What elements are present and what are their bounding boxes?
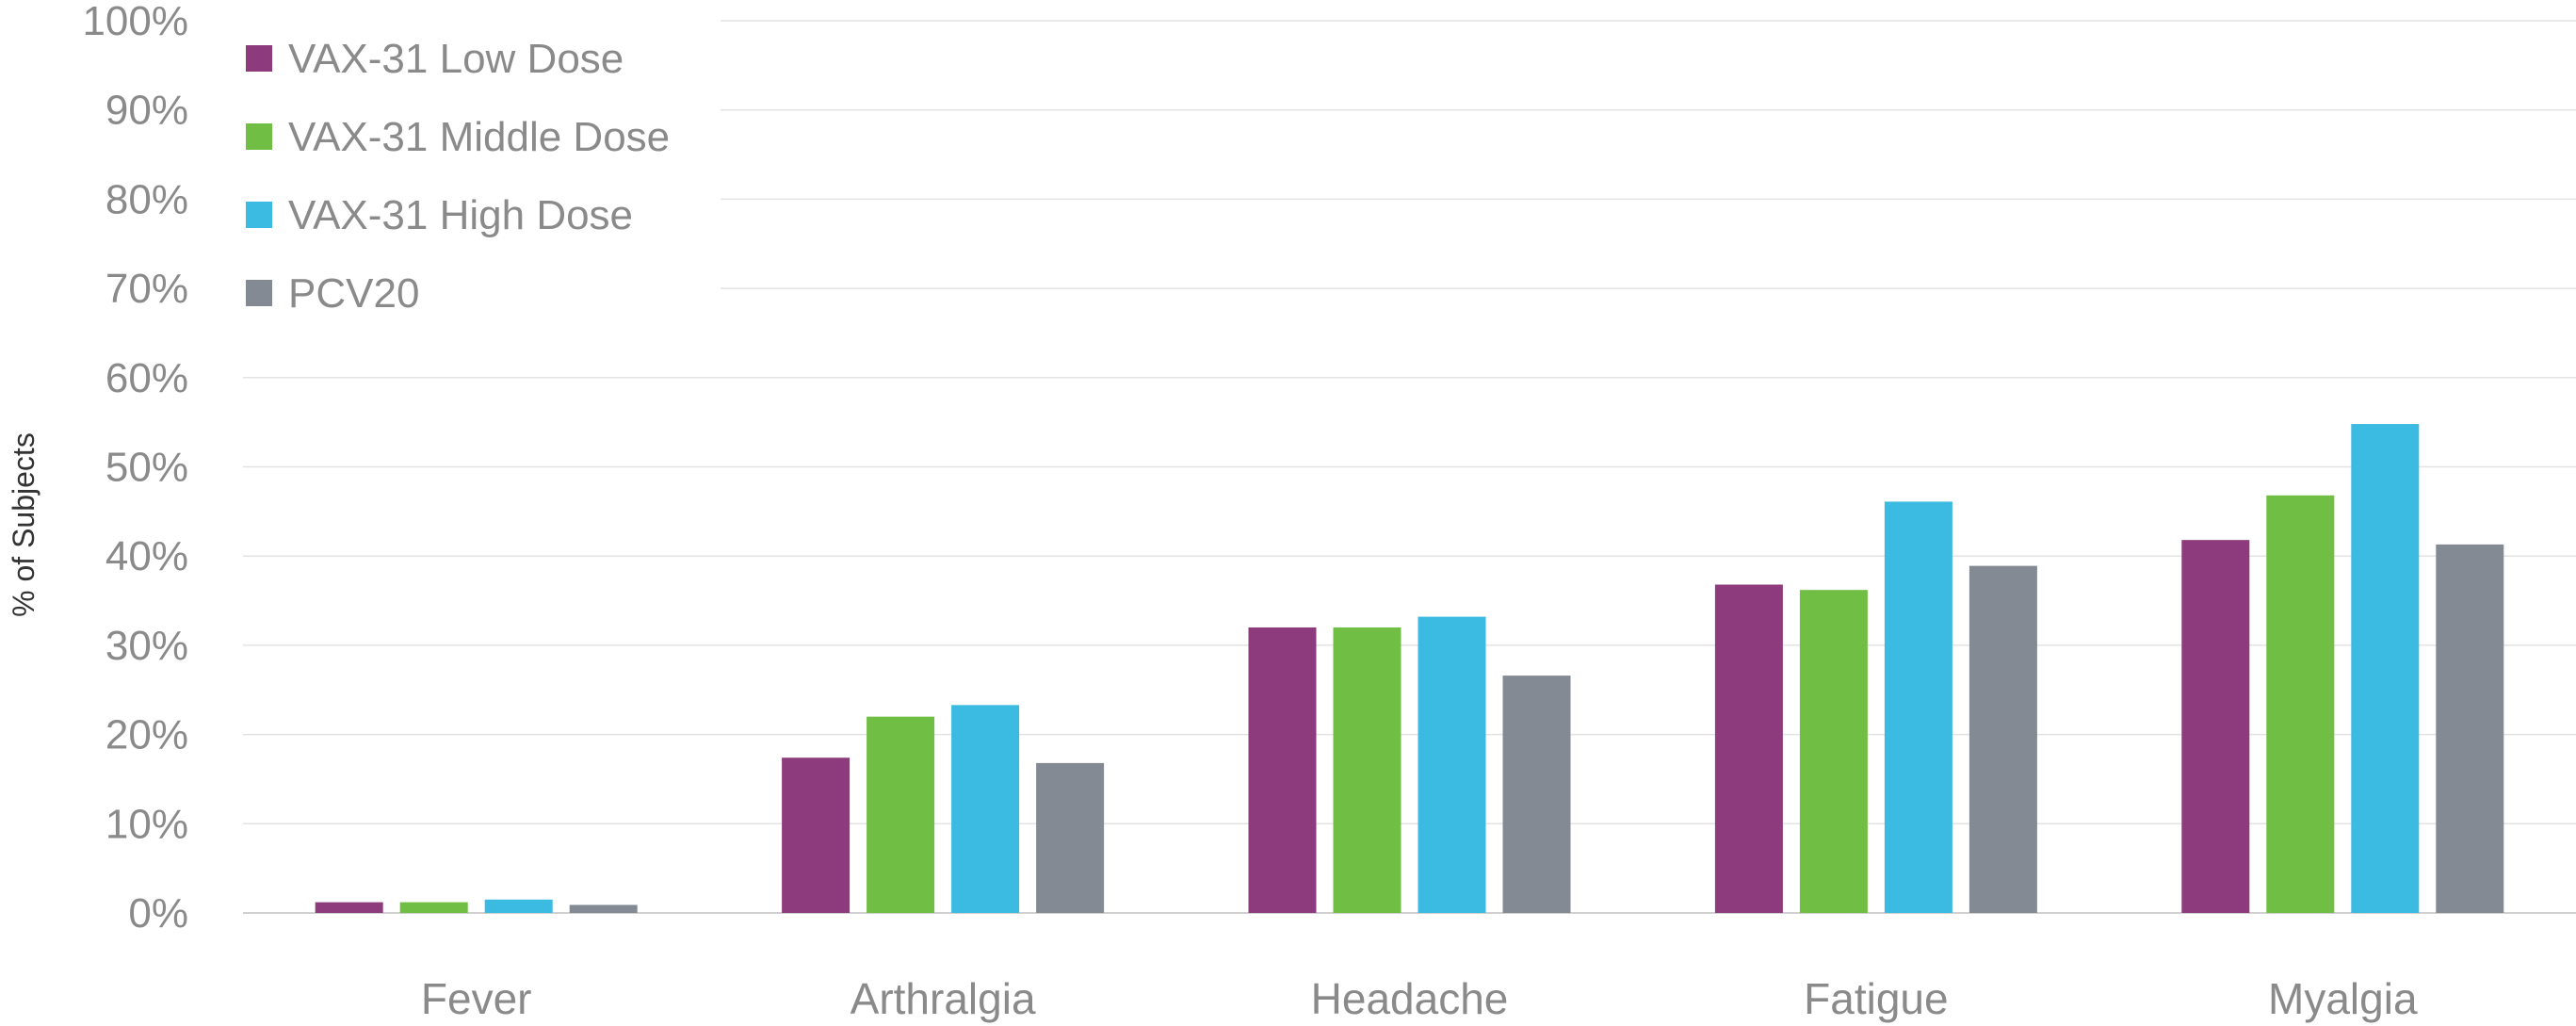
bar: [1333, 627, 1401, 913]
bar: [399, 902, 468, 913]
y-tick-label: 20%: [105, 712, 188, 758]
bar: [867, 716, 935, 913]
y-tick-label: 100%: [82, 0, 188, 44]
bar: [1714, 584, 1783, 913]
y-axis-label: % of Subjects: [7, 432, 41, 617]
bar: [1036, 762, 1105, 913]
bar: [315, 902, 383, 913]
legend-swatch: [246, 280, 272, 306]
x-category-label: Headache: [1311, 974, 1509, 1023]
legend-label: VAX-31 Low Dose: [288, 36, 624, 82]
bar: [1418, 616, 1486, 913]
x-category-label: Fever: [421, 974, 532, 1023]
y-tick-label: 70%: [105, 266, 188, 312]
x-axis-category-labels: Fever Arthralgia Headache Fatigue Myalgia: [421, 974, 2418, 1023]
y-tick-label: 40%: [105, 533, 188, 579]
bar: [1968, 565, 2037, 913]
y-tick-label: 80%: [105, 176, 188, 222]
bar: [2351, 424, 2420, 913]
legend: VAX-31 Low Dose VAX-31 Middle Dose VAX-31 …: [246, 36, 670, 317]
bar: [1799, 590, 1868, 913]
y-tick-label: 30%: [105, 623, 188, 669]
x-category-label: Fatigue: [1804, 974, 1948, 1023]
y-tick-label: 90%: [105, 88, 188, 134]
y-tick-label: 60%: [105, 355, 188, 401]
legend-swatch: [246, 45, 272, 72]
x-category-label: Arthralgia: [851, 974, 1036, 1023]
y-axis-tick-labels: 0% 10% 20% 30% 40% 50% 60% 70% 80% 90% 100%: [82, 0, 188, 936]
bar: [2436, 544, 2504, 913]
legend-label: VAX-31 High Dose: [288, 192, 633, 238]
bars: [315, 424, 2504, 913]
legend-swatch: [246, 202, 272, 228]
bar: [2266, 495, 2335, 913]
y-tick-label: 50%: [105, 445, 188, 491]
bar: [569, 904, 638, 913]
bar: [1502, 676, 1571, 913]
y-tick-label: 10%: [105, 801, 188, 847]
bar: [782, 757, 851, 913]
bar: [1248, 627, 1317, 913]
bar: [484, 899, 553, 913]
bar: [2181, 540, 2250, 913]
legend-label: VAX-31 Middle Dose: [288, 114, 670, 160]
x-category-label: Myalgia: [2268, 974, 2418, 1023]
bar: [951, 705, 1020, 913]
y-tick-label: 0%: [128, 890, 188, 936]
legend-label: PCV20: [288, 270, 419, 317]
gridlines: [243, 20, 2576, 914]
bar: [1884, 501, 1952, 913]
legend-swatch: [246, 123, 272, 150]
